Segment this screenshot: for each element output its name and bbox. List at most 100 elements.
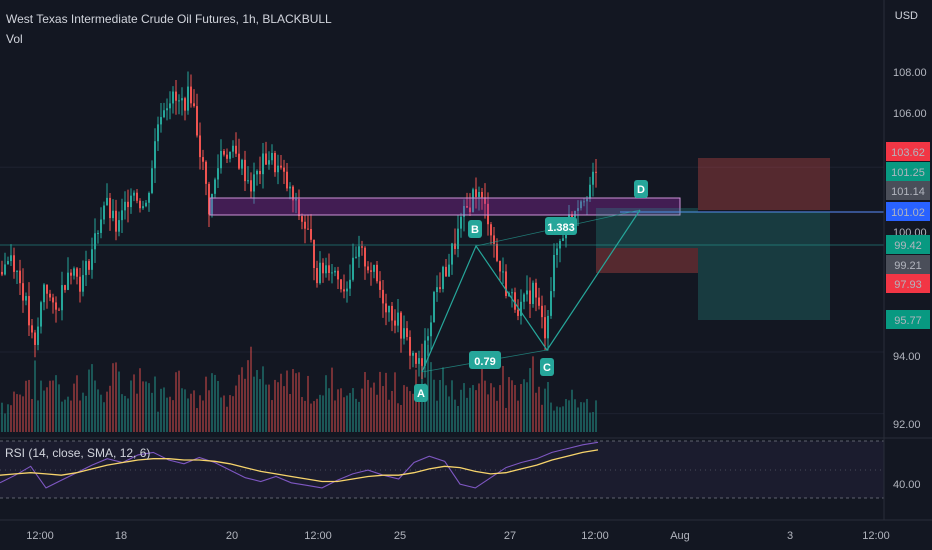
candle-body xyxy=(34,332,36,345)
pattern-point-label: B xyxy=(471,224,479,236)
volume-bar xyxy=(253,376,255,432)
candle-body xyxy=(550,291,552,316)
volume-bar xyxy=(274,379,276,432)
rsi-band xyxy=(0,441,884,498)
pattern-point-d xyxy=(634,180,648,198)
candle-body xyxy=(139,200,141,209)
volume-bar xyxy=(199,395,201,432)
volume-bar xyxy=(46,387,48,432)
candle-body xyxy=(91,249,93,270)
volume-bar xyxy=(226,406,228,432)
volume-bar xyxy=(262,366,264,432)
candle-body xyxy=(136,192,138,201)
candle-body xyxy=(556,248,558,256)
candle-body xyxy=(142,206,144,209)
candle-body xyxy=(118,220,120,232)
candle-body xyxy=(307,228,309,230)
price-label-blue xyxy=(886,202,930,221)
volume-bar xyxy=(553,410,555,432)
candle-body xyxy=(442,266,444,289)
volume-bar xyxy=(4,413,6,432)
candle-body xyxy=(121,210,123,221)
candle-body xyxy=(451,243,453,265)
candle-body xyxy=(199,135,201,158)
candle-body xyxy=(22,283,24,301)
volume-bar xyxy=(238,374,240,432)
candle-body xyxy=(595,171,597,173)
price-axis-tick: 94.00 xyxy=(893,351,921,363)
candle-body xyxy=(154,141,156,169)
volume-bar xyxy=(388,399,390,432)
candle-body xyxy=(541,305,543,318)
volume-bar xyxy=(250,346,252,432)
volume-bar xyxy=(379,371,381,432)
rsi-axis-tick: 40.00 xyxy=(893,479,921,491)
volume-bar xyxy=(382,386,384,432)
candle-body xyxy=(175,91,177,101)
candle-body xyxy=(148,192,150,203)
volume-bar xyxy=(178,370,180,432)
volume-legend: Vol xyxy=(6,32,23,46)
harmonic-pattern xyxy=(414,180,648,402)
candle-body xyxy=(313,239,315,269)
candle-body xyxy=(394,320,396,326)
volume-bar xyxy=(76,375,78,432)
candle-body xyxy=(112,210,114,219)
candle-body xyxy=(130,195,132,208)
candle-body xyxy=(244,159,246,182)
volume-bar xyxy=(406,386,408,432)
candle-body xyxy=(7,261,9,265)
candle-body xyxy=(292,186,294,201)
candle-body xyxy=(109,197,111,219)
volume-bar xyxy=(325,375,327,432)
candle-body xyxy=(496,243,498,261)
volume-bar xyxy=(214,374,216,432)
candle-body xyxy=(166,108,168,111)
volume-bar xyxy=(433,379,435,432)
candle-body xyxy=(478,191,480,197)
time-axis-tick: 12:00 xyxy=(26,530,54,542)
candle-body xyxy=(355,256,357,258)
candle-body xyxy=(412,352,414,356)
volume-bar xyxy=(100,394,102,432)
volume-bar xyxy=(568,400,570,432)
volume-bar xyxy=(208,390,210,432)
candle-body xyxy=(334,270,336,273)
chart-title: West Texas Intermediate Crude Oil Future… xyxy=(6,12,332,26)
candle-body xyxy=(571,214,573,218)
price-axis-tick: 108.00 xyxy=(893,67,927,79)
volume-bar xyxy=(181,388,183,432)
candle-body xyxy=(415,352,417,364)
candle-body xyxy=(127,201,129,208)
volume-bar xyxy=(61,401,63,432)
time-axis-tick: 3 xyxy=(787,530,793,542)
volume-bar xyxy=(25,380,27,432)
candle-body xyxy=(253,174,255,192)
volume-bar xyxy=(490,383,492,432)
volume-bar xyxy=(148,383,150,432)
volume-bar xyxy=(247,360,249,432)
volume-bar xyxy=(436,400,438,432)
candle-body xyxy=(532,282,534,304)
candle-body xyxy=(67,272,69,290)
volume-bar xyxy=(301,397,303,432)
candle-body xyxy=(43,284,45,303)
volume-bar xyxy=(139,368,141,432)
candle-body xyxy=(370,270,372,272)
volume-bar xyxy=(37,400,39,432)
candle-body xyxy=(202,157,204,162)
volume-bar xyxy=(529,368,531,432)
candle-body xyxy=(538,297,540,306)
volume-bar xyxy=(409,391,411,432)
candle-body xyxy=(409,336,411,356)
volume-bar xyxy=(517,400,519,432)
candle-body xyxy=(358,246,360,257)
price-label-text: 99.42 xyxy=(894,240,922,252)
candle-body xyxy=(535,282,537,298)
candle-body xyxy=(205,161,207,184)
candle-body xyxy=(31,325,33,333)
candle-body xyxy=(481,191,483,198)
candle-body xyxy=(469,207,471,213)
volume-bar xyxy=(523,379,525,432)
volume-bar xyxy=(595,400,597,432)
